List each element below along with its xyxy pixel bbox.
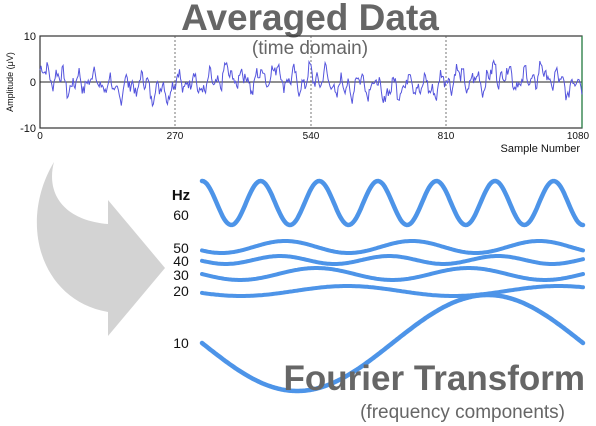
wave-label-50: 50 bbox=[173, 240, 189, 256]
hz-unit-label: Hz bbox=[172, 187, 190, 204]
wave-label-60: 60 bbox=[173, 207, 189, 223]
ytick-bottom: -10 bbox=[20, 123, 36, 135]
xtick-1080: 1080 bbox=[567, 131, 590, 142]
transform-subtitle: (frequency components) bbox=[360, 402, 565, 423]
xtick-810: 810 bbox=[438, 131, 455, 142]
wave-50hz bbox=[200, 239, 585, 255]
signal-trace bbox=[39, 59, 583, 108]
ytick-top: 10 bbox=[24, 31, 36, 43]
wave-40hz bbox=[200, 254, 585, 266]
frequency-panel: Hz 60 50 40 30 20 10 Fourier Transform (… bbox=[172, 178, 586, 423]
wave-label-30: 30 bbox=[173, 267, 189, 283]
time-domain-plot: 10 0 -10 0 270 540 810 1080 Sample Numbe… bbox=[5, 31, 590, 155]
curved-arrow-icon bbox=[36, 162, 165, 336]
xtick-0: 0 bbox=[37, 131, 43, 142]
wave-label-40: 40 bbox=[173, 253, 189, 269]
transform-title: Fourier Transform bbox=[284, 359, 585, 398]
ytick-zero: 0 bbox=[30, 77, 36, 89]
wave-20hz bbox=[200, 284, 585, 298]
x-axis-label: Sample Number bbox=[501, 143, 581, 155]
xtick-540: 540 bbox=[303, 131, 320, 142]
main-subtitle: (time domain) bbox=[252, 38, 368, 59]
wave-label-20: 20 bbox=[173, 283, 189, 299]
wave-10hz bbox=[199, 292, 586, 394]
wave-60hz bbox=[199, 178, 586, 228]
xtick-270: 270 bbox=[167, 131, 184, 142]
main-title: Averaged Data bbox=[181, 0, 439, 38]
wave-30hz bbox=[200, 266, 585, 282]
wave-label-10: 10 bbox=[173, 335, 189, 351]
y-axis-label: Amplitude (μV) bbox=[5, 52, 15, 112]
